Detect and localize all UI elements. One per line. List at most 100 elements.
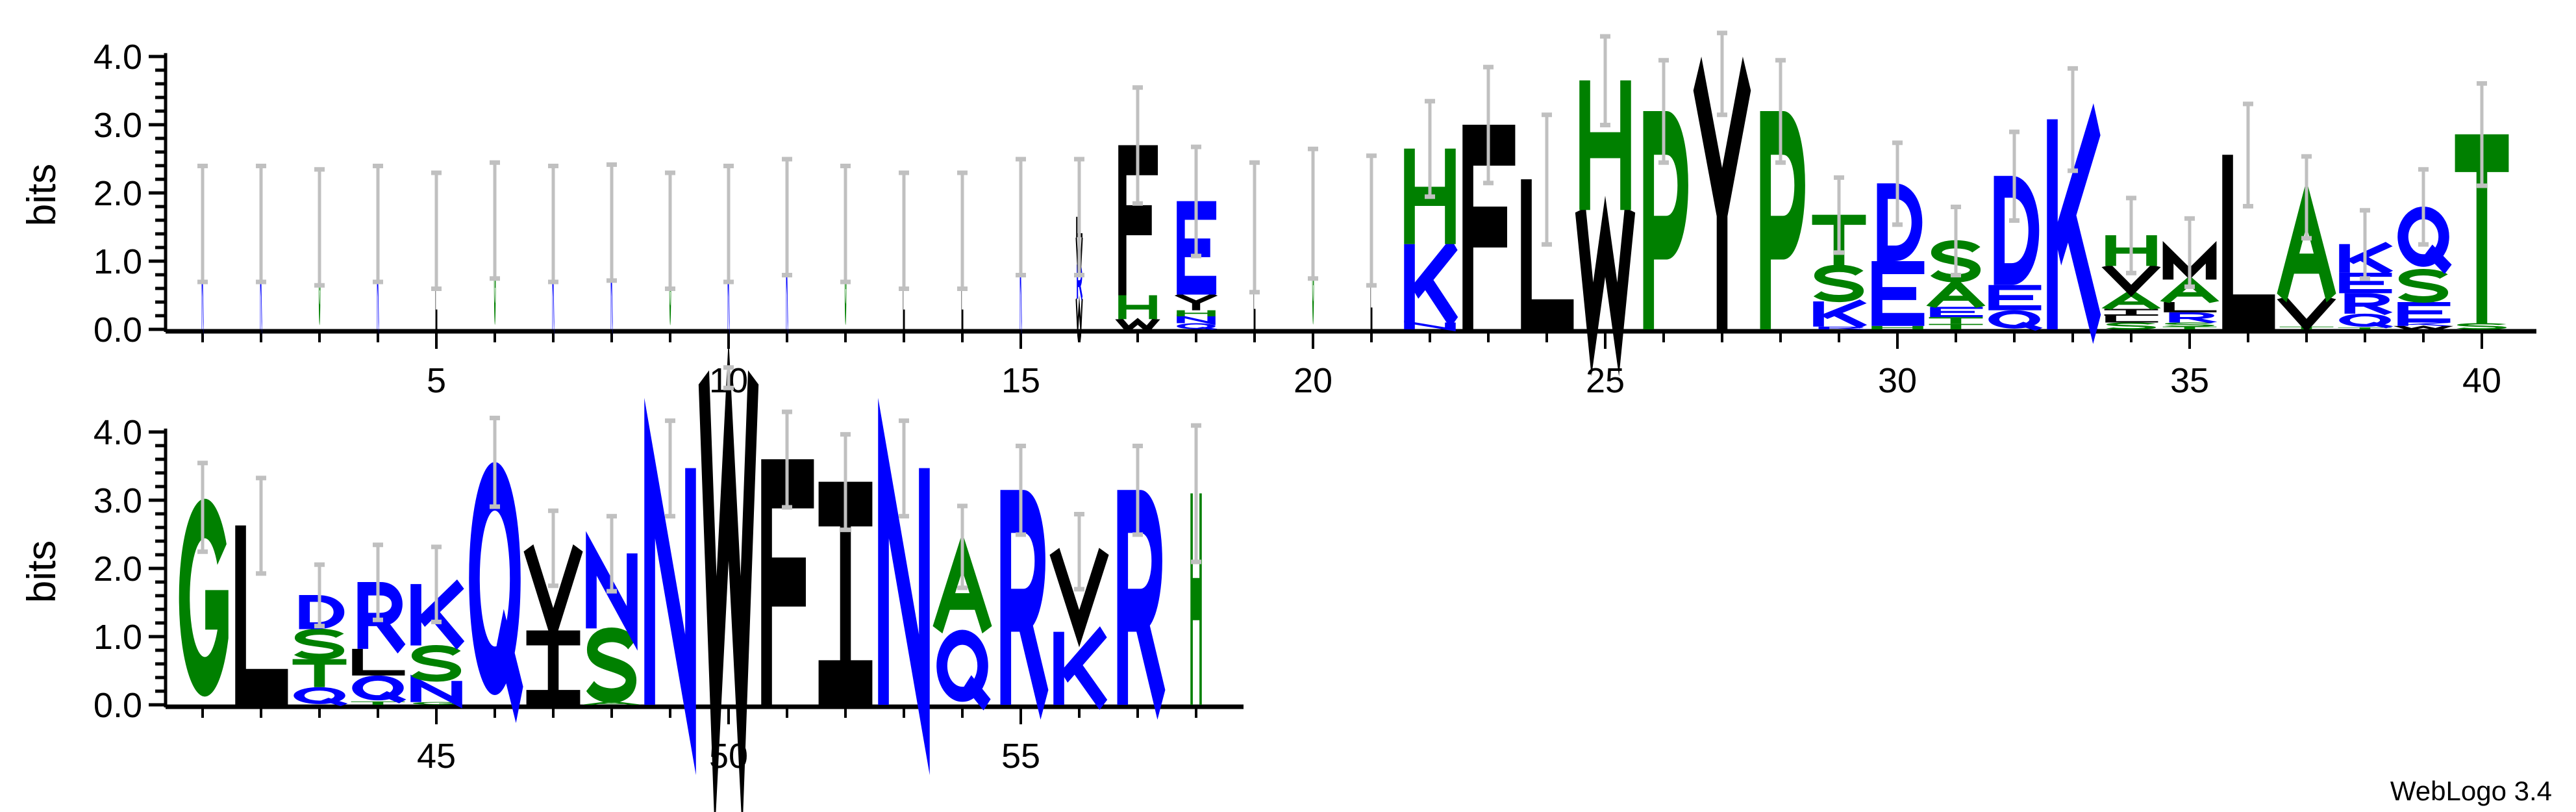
residue-letter-S (410, 645, 462, 682)
residue-letter-F (1118, 145, 1158, 296)
logo-column-20 (1308, 146, 1318, 325)
logo-column-8 (606, 162, 617, 337)
error-bar (1425, 99, 1435, 199)
error-bar (1775, 58, 1786, 165)
logo-column-48 (582, 514, 642, 705)
residue-letter-F (761, 459, 814, 705)
logo-column-50 (698, 338, 759, 812)
residue-letter-T (2162, 326, 2217, 329)
error-bar (2068, 66, 2078, 173)
error-bar (2009, 129, 2020, 223)
residue-letter-K (2339, 242, 2394, 275)
residue-letter-V (1049, 548, 1109, 648)
residue-letter-K (410, 579, 465, 650)
logo-column-55 (1000, 444, 1049, 720)
logo-row-2: 0.01.02.03.04.045 50 55 (94, 338, 1244, 812)
residue-letter-P (1643, 111, 1688, 330)
error-bar (431, 170, 442, 291)
logo-column-38 (2338, 208, 2394, 330)
logo-column-33 (2047, 66, 2101, 344)
logo-column-7 (548, 164, 558, 337)
residue-letter-R (2169, 312, 2218, 324)
residue-letter-N (878, 398, 930, 776)
residue-letter-V (2277, 296, 2336, 333)
residue-letter-E (1871, 261, 1925, 326)
residue-letter-W (698, 338, 759, 812)
residue-letter-S (586, 628, 637, 704)
residue-letter-S (2456, 323, 2507, 330)
residue-letter-D (1877, 183, 1923, 261)
y-tick-label: 2.0 (94, 550, 142, 589)
residue-letter-I (526, 630, 581, 705)
residue-letter-L (2222, 155, 2275, 329)
logo-column-52 (818, 432, 873, 705)
residue-letter-K (2397, 322, 2452, 327)
error-bar (1308, 146, 1318, 281)
error-bar (899, 170, 909, 291)
residue-letter-V (2101, 264, 2161, 297)
residue-letter-E (1988, 285, 2042, 311)
error-bar (840, 432, 851, 533)
x-tick-label: 35 (2170, 361, 2209, 400)
error-bar (2301, 154, 2312, 241)
error-bar (1191, 423, 1201, 565)
error-bar (840, 164, 851, 285)
error-bar (1951, 205, 1961, 277)
residue-letter-S (1813, 264, 1864, 303)
logo-column-56 (1049, 512, 1109, 710)
logo-column-5 (431, 170, 442, 330)
residue-letter-K (1053, 626, 1108, 710)
logo-column-24 (1521, 112, 1574, 329)
error-bar (1483, 64, 1494, 186)
residue-letter-S (2105, 322, 2157, 330)
residue-letter-A (1926, 277, 1986, 309)
residue-letter-V (523, 544, 583, 646)
error-bar (490, 415, 500, 509)
error-bar (548, 164, 558, 285)
logo-column-39 (2393, 167, 2454, 331)
y-tick-label: 0.0 (94, 686, 142, 725)
logo-column-46 (469, 415, 523, 723)
residue-letter-Q (352, 675, 406, 704)
y-tick-label: 1.0 (94, 618, 142, 657)
y-tick-label: 4.0 (94, 413, 142, 452)
residue-letter-W (1575, 196, 1636, 377)
error-bar (1542, 112, 1552, 247)
error-bar (1191, 144, 1201, 259)
residue-letter-H (1190, 493, 1202, 705)
logo-column-12 (840, 164, 851, 325)
y-tick-label: 3.0 (94, 481, 142, 520)
residue-letter-E (1930, 307, 1983, 318)
logo-column-14 (957, 170, 968, 330)
error-bar (1717, 31, 1727, 118)
error-bar (1016, 157, 1026, 277)
y-tick-label: 1.0 (94, 242, 142, 281)
error-bar (2126, 196, 2136, 275)
residue-letter-Y (1174, 293, 1218, 311)
x-tick-label: 45 (417, 737, 456, 776)
logo-column-26 (1643, 58, 1688, 330)
residue-letter-Q (469, 462, 523, 723)
error-bar (1074, 512, 1084, 592)
residue-letter-H (1177, 310, 1216, 317)
residue-letter-N (644, 398, 696, 776)
error-bar (782, 409, 792, 510)
error-bar (1658, 58, 1669, 165)
logo-column-17 (1115, 85, 1160, 334)
error-bar (723, 164, 734, 285)
error-bar (1132, 444, 1143, 537)
x-tick-label: 15 (1001, 361, 1040, 400)
residue-letter-G (179, 498, 229, 697)
logo-column-53 (878, 398, 930, 776)
error-bar (431, 544, 442, 624)
logo-column-28 (1760, 58, 1805, 330)
error-bar (1132, 85, 1143, 206)
logo-column-44 (351, 542, 406, 705)
residue-letter-W (2393, 325, 2454, 331)
residue-letter-N (1404, 320, 1456, 332)
logo-column-19 (1249, 160, 1260, 330)
logo-column-49 (644, 398, 696, 776)
residue-letter-T (1929, 324, 1983, 330)
logo-column-37 (2277, 154, 2336, 333)
